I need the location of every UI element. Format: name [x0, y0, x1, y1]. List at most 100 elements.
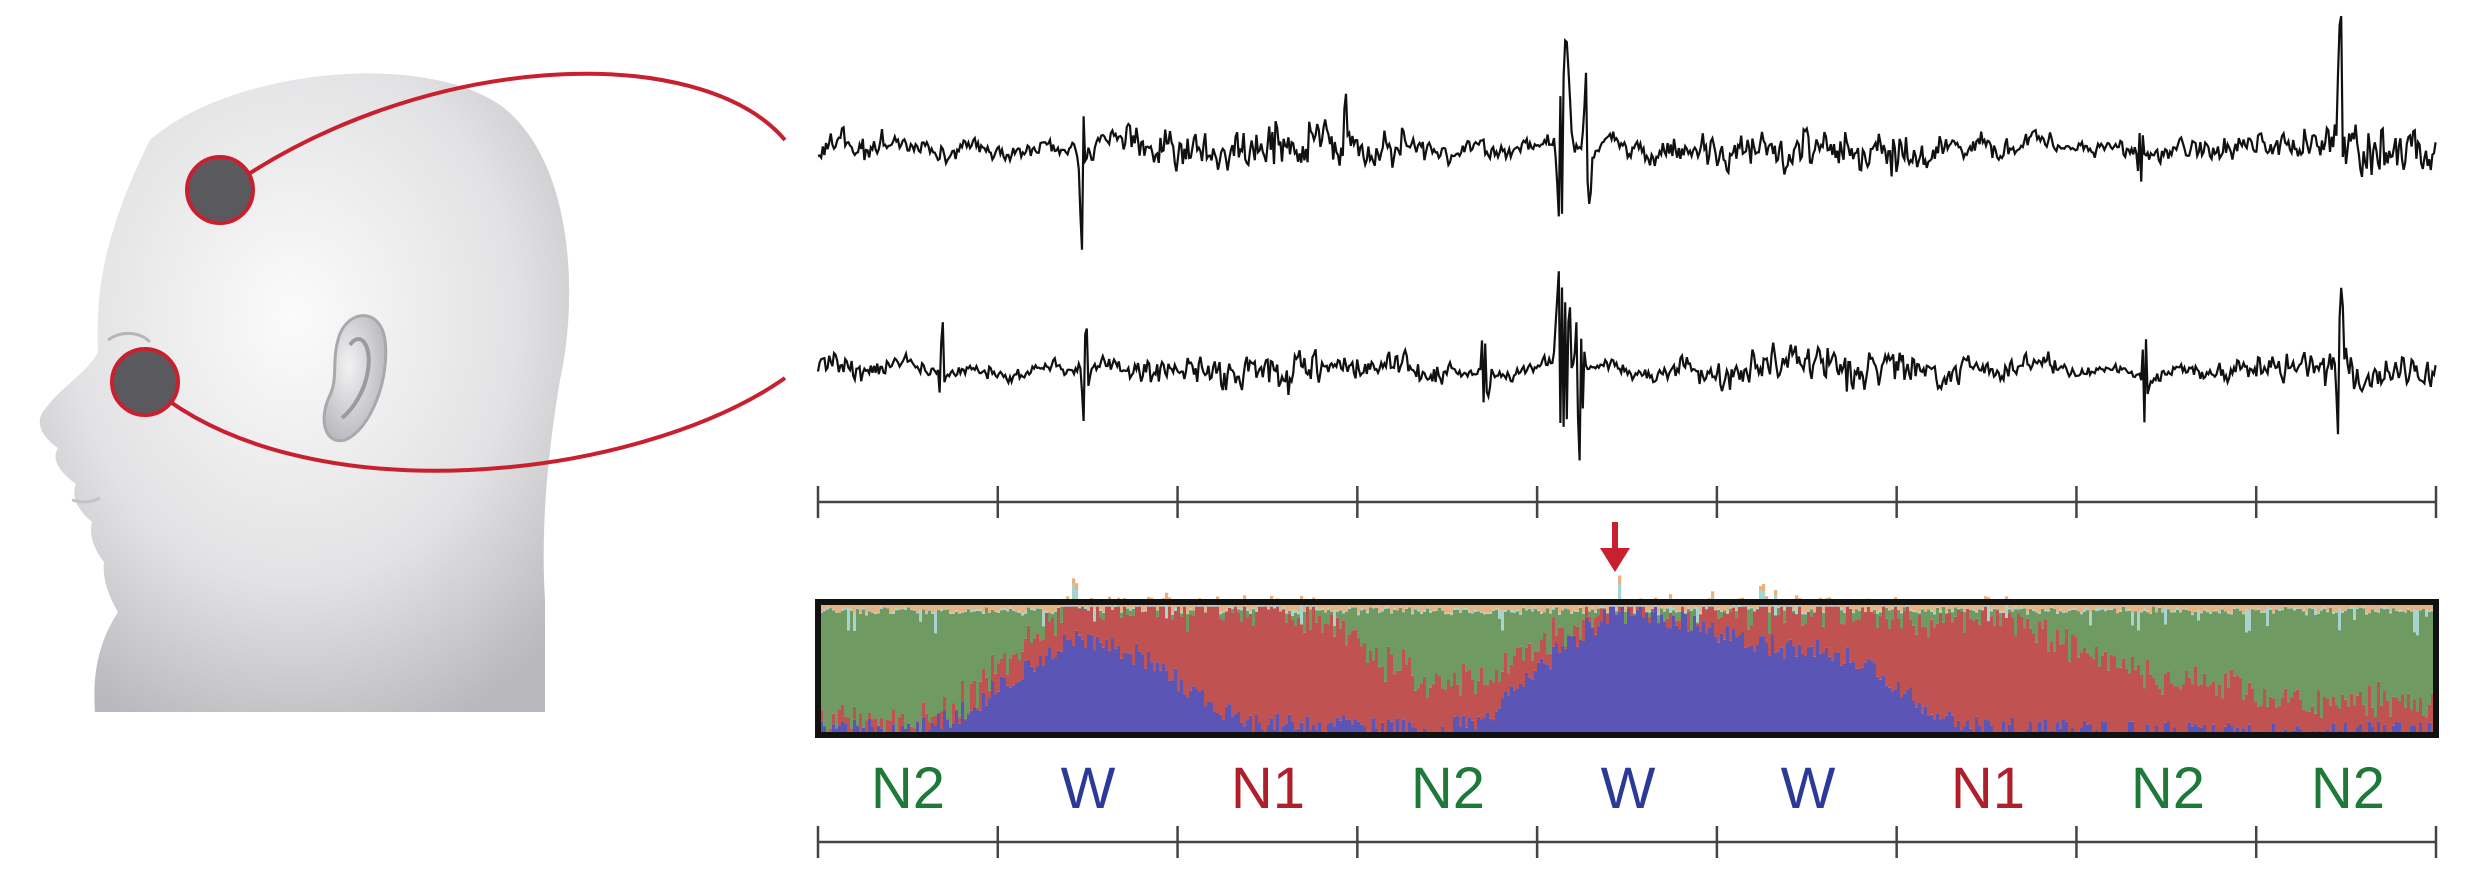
- hypnodensity-column-rem: [1018, 610, 1022, 613]
- hypnodensity-column-n1: [2338, 708, 2342, 730]
- hypnodensity-column-rem: [1036, 607, 1040, 609]
- hypnodensity-column-n3: [1930, 604, 1934, 610]
- hypnodensity-column-w: [1522, 686, 1526, 733]
- hypnodensity-column-n2: [1504, 612, 1508, 653]
- hypnodensity-column-rem: [1717, 608, 1721, 610]
- hypnodensity-column-n1: [2404, 708, 2408, 733]
- hypnodensity-column-n1: [2329, 705, 2333, 733]
- hypnodensity-column-rem: [1117, 606, 1121, 607]
- hypnodensity-column-w: [1606, 624, 1610, 733]
- hypnodensity-column-n1: [1792, 613, 1796, 647]
- hypnodensity-column-n2: [949, 613, 953, 728]
- hypnodensity-column-w: [1204, 706, 1208, 733]
- hypnodensity-column-n3: [1054, 604, 1058, 611]
- hypnodensity-column-n3: [2140, 604, 2144, 611]
- hypnodensity-column-n3: [1582, 604, 1586, 613]
- hypnodensity-column-n2: [904, 609, 908, 729]
- hypnodensity-column-n3: [820, 604, 824, 612]
- hypnodensity-column-w: [1363, 726, 1367, 733]
- hypnodensity-column-w: [1924, 706, 1928, 733]
- hypnodensity-column-n1: [2260, 706, 2264, 732]
- hypnodensity-column-n2: [1060, 606, 1064, 623]
- hypnodensity-column-n2: [1903, 607, 1907, 611]
- hypnodensity-column-n1: [2062, 643, 2066, 720]
- hypnodensity-column-rem: [1213, 605, 1217, 607]
- hypnodensity-column-rem: [2218, 611, 2222, 614]
- hypnodensity-column-w: [979, 710, 983, 733]
- hypnodensity-column-n3: [1144, 601, 1148, 611]
- hypnodensity-column-w: [1714, 636, 1718, 733]
- hypnodensity-column-n2: [1429, 612, 1433, 688]
- hypnodensity-column-rem: [1468, 610, 1472, 613]
- hypnodensity-column-w: [916, 722, 920, 733]
- hypnodensity-column-w: [985, 705, 989, 733]
- hypnodensity-column-n1: [1009, 658, 1013, 688]
- hypnodensity-column-n3: [1453, 604, 1457, 608]
- hypnodensity-column-n3: [934, 604, 938, 611]
- hypnodensity-column-n2: [1873, 609, 1877, 614]
- hypnodensity-column-n3: [1279, 603, 1283, 612]
- hypnodensity-column-n3: [1546, 604, 1550, 608]
- hypnodensity-column-n2: [1486, 613, 1490, 686]
- hypnodensity-column-n2: [1378, 612, 1382, 668]
- hypnodensity-column-n3: [1813, 604, 1817, 612]
- hypnodensity-column-w: [1744, 647, 1748, 733]
- hypnodensity-column-n2: [1024, 613, 1028, 639]
- hypnodensity-column-rem: [1405, 606, 1409, 609]
- hypnodensity-column-n2: [2215, 611, 2219, 696]
- hypnodensity-column-rem: [1648, 610, 1652, 613]
- hypnodensity-column-rem: [2365, 612, 2369, 615]
- hypnodensity-column-n3: [2293, 604, 2297, 609]
- hypnodensity-column-n1: [2413, 699, 2417, 726]
- hypnodensity-column-n3: [901, 604, 905, 609]
- hypnodensity-column-n3: [1594, 604, 1598, 612]
- hypnodensity-column-rem: [1078, 607, 1082, 608]
- hypnodensity-column-n3: [1024, 604, 1028, 612]
- hypnodensity-column-rem: [2377, 611, 2381, 613]
- hypnodensity-column-w: [2131, 721, 2135, 733]
- hypnodensity-column-n1: [2089, 656, 2093, 724]
- hypnodensity-column-w: [1573, 635, 1577, 733]
- hypnodensity-column-n2: [2368, 613, 2372, 686]
- hypnodensity-column-n3: [1240, 604, 1244, 609]
- hypnodensity-column-n2: [2401, 611, 2405, 695]
- hypnodensity-column-n2: [2338, 630, 2342, 709]
- hypnodensity-column-w: [1246, 720, 1250, 733]
- hypnodensity-column-n1: [1225, 611, 1229, 707]
- hypnodensity-column-n3: [2188, 604, 2192, 611]
- hypnodensity-column-n1: [1807, 611, 1811, 648]
- hypnodensity-column-n1: [2200, 684, 2204, 728]
- hypnodensity-column-n2: [1318, 610, 1322, 616]
- hypnodensity-column-w: [1648, 622, 1652, 733]
- hypnodensity-column-n1: [1942, 622, 1946, 719]
- hypnodensity-column-rem: [2356, 608, 2360, 609]
- hypnodensity-column-n2: [2065, 612, 2069, 629]
- hypnodensity-column-n3: [1678, 604, 1682, 612]
- hypnodensity-column-n1: [1711, 606, 1715, 623]
- hypnodensity-column-n2: [2413, 632, 2417, 700]
- hypnodensity-column-n3: [1342, 604, 1346, 612]
- hypnodensity-column-n3: [2155, 604, 2159, 613]
- hypnodensity-column-n3: [1528, 604, 1532, 609]
- hypnodensity-column-n2: [1342, 613, 1346, 621]
- hypnodensity-column-rem: [2425, 609, 2429, 617]
- hypnodensity-column-n1: [1540, 639, 1544, 659]
- hypnodensity-column-n1: [1762, 606, 1766, 637]
- hypnodensity-column-rem: [1225, 609, 1229, 612]
- hypnodensity-column-n3: [1687, 604, 1691, 607]
- hypnodensity-column-n2: [994, 612, 998, 674]
- hypnodensity-column-rem: [1675, 610, 1679, 613]
- hypnodensity-column-w: [1693, 615, 1697, 733]
- hypnodensity-column-n1: [2227, 687, 2231, 723]
- hypnodensity-column-n2: [2299, 608, 2303, 700]
- hypnodensity-column-rem: [2128, 609, 2132, 611]
- hypnodensity-column-n1: [1150, 606, 1154, 663]
- hypnodensity-column-rem: [1177, 605, 1181, 607]
- hypnodensity-column-n1: [2326, 698, 2330, 730]
- hypnodensity-column-rem: [2263, 610, 2267, 613]
- hypnodensity-column-n1: [1294, 625, 1298, 730]
- hypnodensity-column-w: [2065, 722, 2069, 733]
- hypnodensity-column-n1: [2353, 705, 2357, 733]
- hypnodensity-column-n3: [1390, 604, 1394, 613]
- hypnodensity-column-n3: [943, 604, 947, 610]
